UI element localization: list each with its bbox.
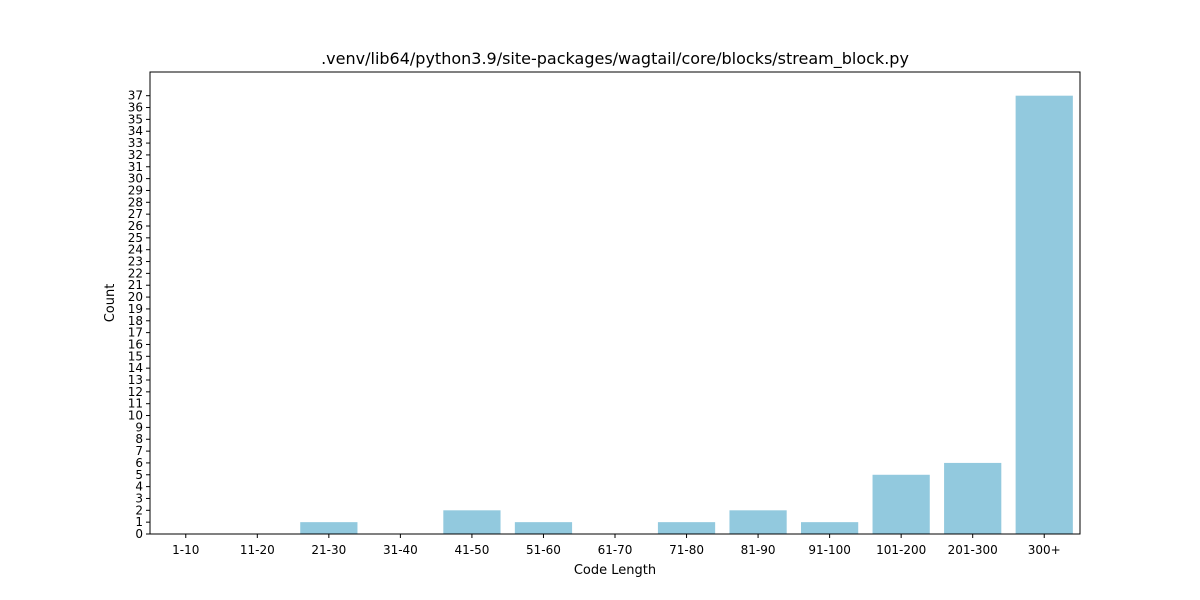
- y-tick-label: 8: [135, 432, 143, 446]
- y-tick-label: 0: [135, 527, 143, 541]
- y-tick-label: 32: [128, 148, 143, 162]
- y-tick-label: 13: [128, 373, 143, 387]
- y-tick-label: 11: [128, 397, 143, 411]
- y-tick-label: 24: [128, 243, 143, 257]
- bar-101-200: [872, 474, 930, 534]
- x-tick-label: 31-40: [383, 543, 418, 557]
- y-tick-label: 22: [128, 266, 143, 280]
- y-axis-label: Count: [103, 284, 118, 323]
- x-tick-label: 51-60: [526, 543, 561, 557]
- y-tick-label: 14: [128, 361, 143, 375]
- bar-201-300: [944, 462, 1002, 534]
- x-axis-label: Code Length: [574, 563, 656, 578]
- y-tick-label: 1: [135, 515, 143, 529]
- y-tick-label: 17: [128, 326, 143, 340]
- bar-51-60: [514, 522, 573, 534]
- y-tick-label: 15: [128, 349, 143, 363]
- x-tick-label: 41-50: [454, 543, 489, 557]
- y-tick-label: 37: [128, 89, 143, 103]
- bar-71-80: [657, 522, 716, 534]
- y-tick-label: 7: [135, 444, 143, 458]
- y-tick-label: 9: [135, 420, 143, 434]
- bar-300+: [1015, 95, 1073, 534]
- bar-81-90: [729, 510, 787, 534]
- x-tick-label: 300+: [1028, 543, 1061, 557]
- y-tick-label: 29: [128, 183, 143, 197]
- y-tick-label: 16: [128, 337, 143, 351]
- y-tick-label: 21: [128, 278, 143, 292]
- y-tick-label: 20: [128, 290, 143, 304]
- x-tick-label: 101-200: [876, 543, 926, 557]
- y-tick-label: 30: [128, 172, 143, 186]
- x-tick-label: 201-300: [948, 543, 998, 557]
- y-tick-label: 26: [128, 219, 143, 233]
- x-axis-ticks: 1-10 11-20 21-30 31-40 41-50 51-60 61-70 71-80 8…: [172, 534, 1061, 557]
- chart-title: .venv/lib64/python3.9/site-packages/wagt…: [321, 49, 909, 69]
- x-tick-label: 61-70: [598, 543, 633, 557]
- bars-group: [300, 95, 1073, 534]
- bar-21-30: [300, 522, 358, 534]
- y-tick-label: 36: [128, 101, 143, 115]
- y-tick-label: 6: [135, 456, 143, 470]
- y-tick-label: 28: [128, 195, 143, 209]
- y-tick-label: 19: [128, 302, 143, 316]
- bar-91-100: [801, 522, 859, 534]
- x-tick-label: 81-90: [741, 543, 776, 557]
- y-tick-label: 33: [128, 136, 143, 150]
- x-tick-label: 91-100: [808, 543, 851, 557]
- bar-41-50: [443, 510, 501, 534]
- y-tick-label: 5: [135, 468, 143, 482]
- y-tick-label: 23: [128, 255, 143, 269]
- y-tick-label: 12: [128, 385, 143, 399]
- y-tick-label: 10: [128, 409, 143, 423]
- y-tick-label: 18: [128, 314, 143, 328]
- x-tick-label: 1-10: [172, 543, 199, 557]
- y-tick-label: 25: [128, 231, 143, 245]
- y-tick-label: 4: [135, 480, 143, 494]
- x-tick-label: 11-20: [240, 543, 275, 557]
- y-tick-label: 34: [128, 124, 143, 138]
- x-tick-label: 71-80: [669, 543, 704, 557]
- y-tick-label: 27: [128, 207, 143, 221]
- y-tick-label: 3: [135, 491, 143, 505]
- y-tick-label: 31: [128, 160, 143, 174]
- x-tick-label: 21-30: [311, 543, 346, 557]
- y-tick-label: 2: [135, 503, 143, 517]
- y-axis-ticks: 0123456789101112131415161718192021222324…: [128, 89, 150, 541]
- y-tick-label: 35: [128, 112, 143, 126]
- plot-frame: [149, 71, 1081, 535]
